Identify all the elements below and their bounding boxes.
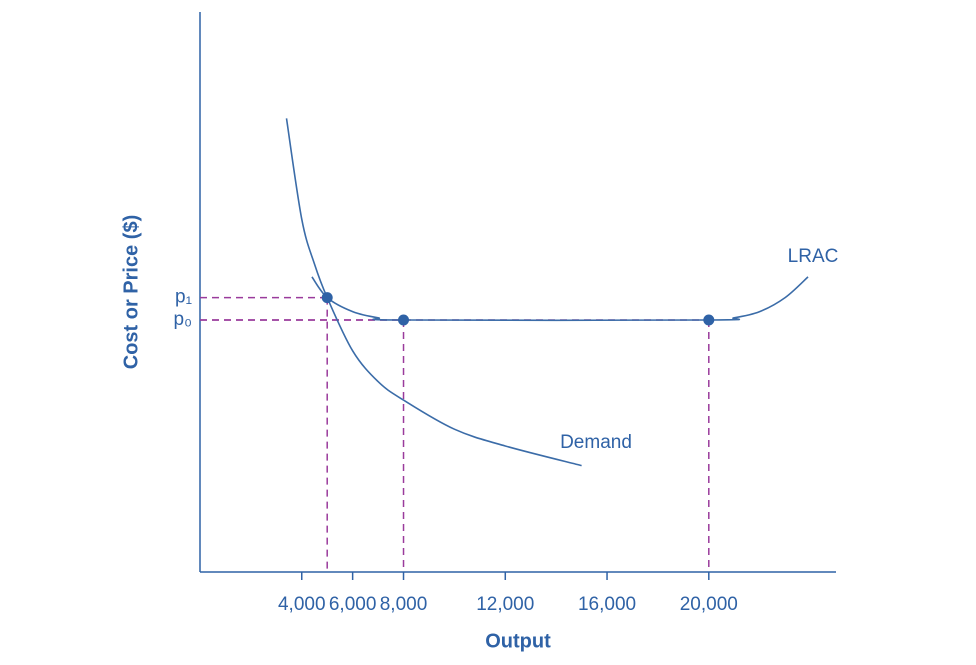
point <box>703 314 715 326</box>
x-tick-label: 12,000 <box>476 594 534 615</box>
y-tick-label: p₁ <box>175 287 192 308</box>
curve <box>285 118 582 467</box>
y-tick-label: p₀ <box>174 309 192 330</box>
x-tick-label: 16,000 <box>578 594 636 615</box>
curve <box>311 276 809 322</box>
x-tick-label: 4,000 <box>278 594 326 615</box>
x-tick-label: 6,000 <box>329 594 377 615</box>
x-axis-title: Output <box>485 630 551 652</box>
curve-label: Demand <box>560 432 632 453</box>
curve-label: LRAC <box>788 246 839 267</box>
x-tick-label: 20,000 <box>680 594 738 615</box>
y-axis-title: Cost or Price ($) <box>120 215 142 369</box>
x-tick-label: 8,000 <box>380 594 428 615</box>
point <box>321 292 333 304</box>
point <box>398 314 410 326</box>
